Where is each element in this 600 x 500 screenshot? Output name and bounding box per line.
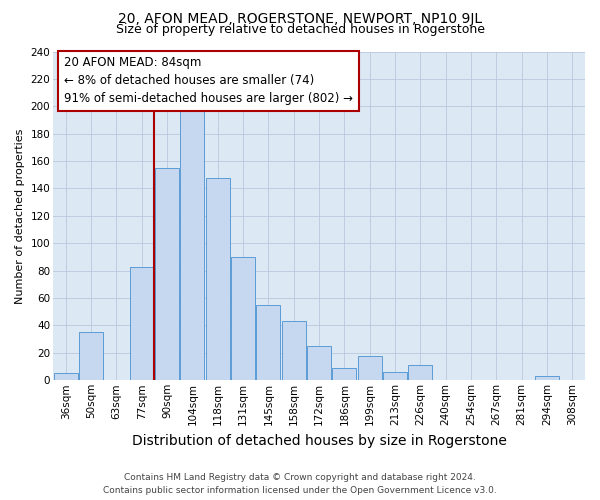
Text: Contains HM Land Registry data © Crown copyright and database right 2024.
Contai: Contains HM Land Registry data © Crown c…	[103, 474, 497, 495]
Bar	[181, 106, 205, 380]
Bar	[383, 372, 407, 380]
Bar	[332, 368, 356, 380]
X-axis label: Distribution of detached houses by size in Rogerstone: Distribution of detached houses by size …	[131, 434, 506, 448]
Text: 20, AFON MEAD, ROGERSTONE, NEWPORT, NP10 9JL: 20, AFON MEAD, ROGERSTONE, NEWPORT, NP10…	[118, 12, 482, 26]
Y-axis label: Number of detached properties: Number of detached properties	[15, 128, 25, 304]
Bar	[54, 374, 78, 380]
Bar	[358, 356, 382, 380]
Bar	[231, 257, 255, 380]
Bar	[155, 168, 179, 380]
Bar	[79, 332, 103, 380]
Text: Size of property relative to detached houses in Rogerstone: Size of property relative to detached ho…	[115, 22, 485, 36]
Text: 20 AFON MEAD: 84sqm
← 8% of detached houses are smaller (74)
91% of semi-detache: 20 AFON MEAD: 84sqm ← 8% of detached hou…	[64, 56, 353, 106]
Bar	[281, 322, 306, 380]
Bar	[206, 178, 230, 380]
Bar	[130, 266, 154, 380]
Bar	[307, 346, 331, 380]
Bar	[535, 376, 559, 380]
Bar	[256, 305, 280, 380]
Bar	[409, 365, 433, 380]
